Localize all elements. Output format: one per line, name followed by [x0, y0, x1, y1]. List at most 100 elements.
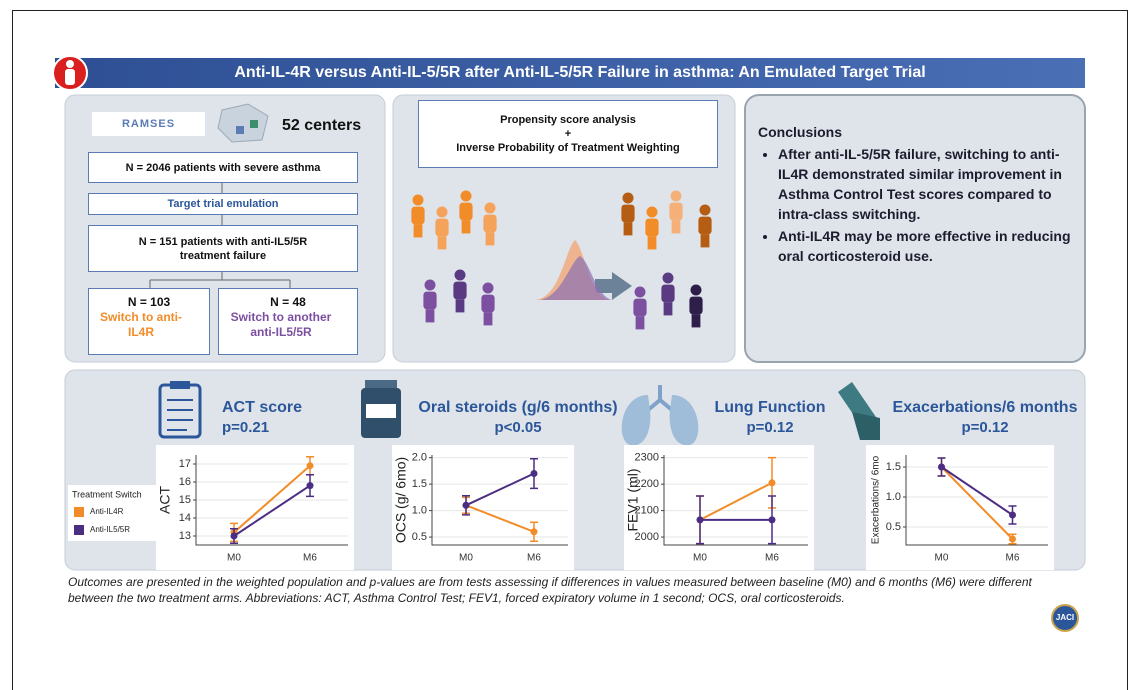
frame: [12, 10, 1128, 690]
journal-name: JACI: [1056, 613, 1074, 622]
point: [696, 516, 704, 524]
conclusions-title: Conclusions: [758, 124, 843, 140]
act-icon: [158, 381, 202, 439]
y-tick-label: 1.5: [886, 461, 901, 473]
point: [306, 482, 314, 490]
person-head: [454, 269, 466, 281]
header-title: Anti-IL-4R versus Anti-IL-5/5R after Ant…: [234, 64, 926, 81]
conclusions-list: After anti-IL-5/5R failure, switching to…: [758, 144, 1078, 266]
chart-subtitle: p=0.12: [961, 419, 1008, 436]
x-tick-label: M0: [459, 553, 473, 564]
series-line: [233, 465, 311, 534]
map-house: [236, 126, 244, 134]
x-tick-label: M6: [303, 553, 317, 564]
series-line: [940, 466, 1014, 516]
person-body: [645, 218, 659, 237]
chart-title: Lung Function: [714, 399, 825, 416]
person-body: [689, 296, 703, 315]
legend-title: Treatment Switch: [72, 489, 142, 499]
legend-label: Anti-IL4R: [90, 507, 124, 516]
person-legs: [425, 309, 435, 323]
chart-title: Oral steroids (g/6 months): [418, 399, 617, 416]
header-bar: [55, 58, 1085, 88]
person-body: [423, 291, 437, 310]
arm-b-box: N = 48 Switch to another anti-IL5/5R: [218, 288, 358, 355]
legend-swatch: [74, 507, 84, 517]
x-tick-label: M6: [765, 553, 779, 564]
point: [938, 463, 945, 471]
person-body: [481, 294, 495, 313]
method-box: Target trial emulation: [88, 193, 358, 215]
person-legs: [461, 220, 471, 234]
chart-title: Exacerbations/6 months: [893, 399, 1078, 416]
person-head: [662, 272, 674, 284]
series-line: [233, 484, 311, 537]
person-body: [453, 281, 467, 300]
y-tick-label: 0.5: [886, 521, 901, 533]
chart-subtitle: p=0.21: [222, 419, 269, 436]
person-head: [424, 279, 436, 291]
x-tick-label: M0: [227, 553, 241, 564]
person-body: [459, 202, 473, 221]
person-legs: [437, 236, 447, 250]
person-legs: [623, 222, 633, 236]
inhaler-icon: [838, 382, 880, 440]
y-axis-label: OCS (g/ 6mo): [393, 457, 409, 543]
y-tick-label: 1.5: [412, 478, 427, 490]
conclusion: Anti-IL4R may be more effective in reduc…: [778, 226, 1078, 266]
y-axis-label: ACT: [157, 486, 173, 514]
axes: [195, 455, 348, 546]
axes: [663, 455, 808, 546]
bottle-icon: [361, 380, 401, 438]
person-head: [460, 190, 472, 202]
icon-head: [66, 60, 74, 68]
person-head: [670, 190, 682, 202]
journal-logo: [1051, 604, 1079, 632]
person-body: [411, 206, 425, 225]
person-legs: [663, 302, 673, 316]
person-head: [634, 286, 646, 298]
analysis-line: +: [564, 128, 572, 140]
analysis-line: Inverse Probability of Treatment Weighti…: [456, 142, 680, 154]
axes: [905, 455, 1048, 546]
point: [1009, 535, 1016, 543]
legend-swatch: [74, 525, 84, 535]
point: [768, 479, 776, 487]
logo-box: [92, 112, 205, 136]
icon-body: [65, 69, 75, 85]
y-tick-label: 1.0: [412, 504, 427, 516]
chart-background: [624, 445, 814, 570]
person-head: [482, 282, 494, 294]
distribution: [540, 256, 612, 300]
person-body: [435, 218, 449, 237]
chart-subtitle: p=0.12: [746, 419, 793, 436]
point: [768, 516, 776, 524]
series-line: [699, 481, 773, 521]
y-tick-label: 2200: [635, 478, 659, 490]
y-tick-label: 15: [179, 494, 191, 506]
person-legs: [483, 312, 493, 326]
y-tick-label: 2100: [635, 504, 659, 516]
person-head: [484, 202, 496, 214]
y-tick-label: 0.5: [412, 531, 427, 543]
population-box: N = 2046 patients with severe asthma: [88, 152, 358, 183]
x-tick-label: M0: [693, 553, 707, 564]
chart-subtitle: p<0.05: [494, 419, 541, 436]
person-legs: [635, 316, 645, 330]
series-line: [940, 466, 1014, 540]
x-tick-label: M0: [935, 553, 949, 564]
y-tick-label: 2.0: [412, 452, 427, 464]
person-body: [483, 214, 497, 233]
logo-text: RAMSES: [121, 118, 176, 130]
map-house: [250, 120, 258, 128]
arm-a-n: N = 103: [127, 295, 171, 309]
person-legs: [485, 232, 495, 246]
y-tick-label: 2000: [635, 531, 659, 543]
person-body: [698, 216, 712, 235]
flow-lines: [149, 183, 291, 288]
lungs-icon: [621, 385, 699, 446]
point: [1009, 511, 1016, 519]
series-line: [465, 472, 535, 507]
person-head: [622, 192, 634, 204]
